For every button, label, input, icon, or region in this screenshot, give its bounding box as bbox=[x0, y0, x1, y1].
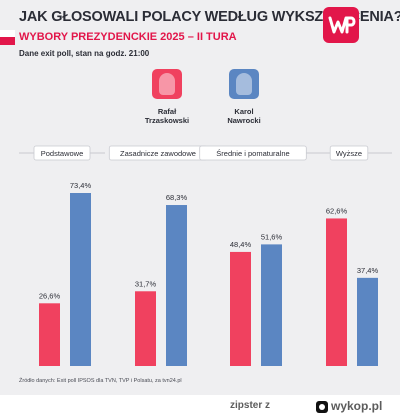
wp-logo bbox=[323, 7, 359, 43]
page-title: JAK GŁOSOWALI POLACY WEDŁUG WYKSZTAŁCENI… bbox=[19, 9, 400, 25]
category-label-box bbox=[33, 145, 91, 161]
education-vote-chart: Podstawowe 26,6% 73,4% Zasadnicze zawodowe 3… bbox=[19, 145, 392, 366]
category-label-zasadnicze-zawodowe: Zasadnicze zawodowe bbox=[120, 149, 196, 158]
data-label: 73,4% bbox=[70, 181, 92, 190]
bar-trzaskowski-zasadnicze-zawodowe bbox=[135, 291, 156, 366]
candidate-b-last-name: Nawrocki bbox=[227, 116, 261, 125]
data-note: Dane exit poll, stan na godz. 21:00 bbox=[19, 49, 150, 58]
person-icon bbox=[236, 73, 252, 95]
bar-trzaskowski-srednie-i-pomaturalne bbox=[230, 251, 251, 366]
candidate-a-last-name: Trzaskowski bbox=[144, 116, 190, 125]
bar-nawrocki-podstawowe bbox=[70, 193, 91, 366]
infographic-card: JAK GŁOSOWALI POLACY WEDŁUG WYKSZTAŁCENI… bbox=[0, 0, 400, 395]
data-label: 31,7% bbox=[135, 279, 157, 288]
data-label: 37,4% bbox=[357, 266, 379, 275]
data-label: 68,3% bbox=[166, 193, 188, 202]
wykop-logo-icon bbox=[316, 401, 328, 413]
category-label-box bbox=[329, 145, 369, 161]
bar-nawrocki-wyzsze bbox=[357, 277, 378, 366]
bar-nawrocki-zasadnicze-zawodowe bbox=[166, 205, 187, 366]
poland-flag-icon bbox=[0, 30, 15, 45]
category-label-wyzsze: Wyższe bbox=[336, 149, 362, 158]
candidate-b-first-name: Karol bbox=[234, 107, 254, 116]
source-footer: Źródło danych: Exit poll IPSOS dla TVN, … bbox=[19, 378, 182, 384]
candidate-a-first-name: Rafał bbox=[157, 107, 177, 116]
candidate-a-name: Rafał Trzaskowski bbox=[132, 107, 202, 125]
category-label-srednie-i-pomaturalne: Średnie i pomaturalne bbox=[216, 149, 289, 158]
page-subtitle: WYBORY PREZYDENCKIE 2025 – II TURA bbox=[19, 31, 237, 43]
bar-trzaskowski-wyzsze bbox=[326, 218, 347, 366]
data-label: 48,4% bbox=[230, 240, 252, 249]
candidate-b-name: Karol Nawrocki bbox=[209, 107, 279, 125]
data-label: 51,6% bbox=[261, 232, 283, 241]
candidate-a-avatar bbox=[152, 69, 182, 99]
data-label: 62,6% bbox=[326, 206, 348, 215]
wp-logo-icon bbox=[328, 16, 356, 34]
data-label: 26,6% bbox=[39, 291, 61, 300]
watermark-user: zipster z bbox=[230, 400, 271, 411]
bar-trzaskowski-podstawowe bbox=[39, 303, 60, 366]
category-label-podstawowe: Podstawowe bbox=[41, 149, 84, 158]
candidate-b-avatar bbox=[229, 69, 259, 99]
watermark-site: wykop.pl bbox=[331, 399, 383, 413]
bar-nawrocki-srednie-i-pomaturalne bbox=[261, 244, 282, 366]
person-icon bbox=[159, 73, 175, 95]
